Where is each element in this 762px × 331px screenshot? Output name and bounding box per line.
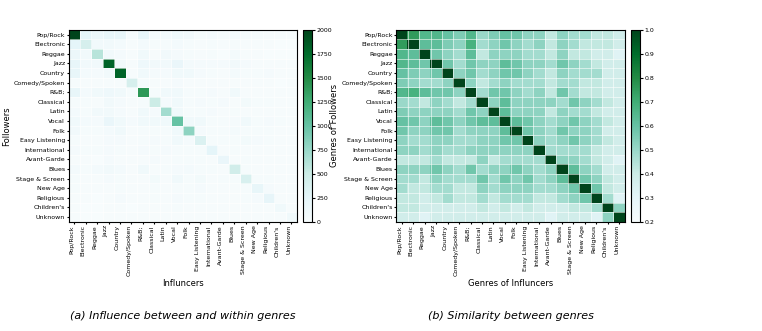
X-axis label: Influncers: Influncers [162,279,203,288]
Y-axis label: Genres of Followers: Genres of Followers [330,84,339,167]
X-axis label: Genres of Influncers: Genres of Influncers [468,279,553,288]
Text: (a) Influence between and within genres: (a) Influence between and within genres [70,311,296,321]
Text: (b) Similarity between genres: (b) Similarity between genres [427,311,594,321]
Y-axis label: Followers: Followers [2,106,11,146]
